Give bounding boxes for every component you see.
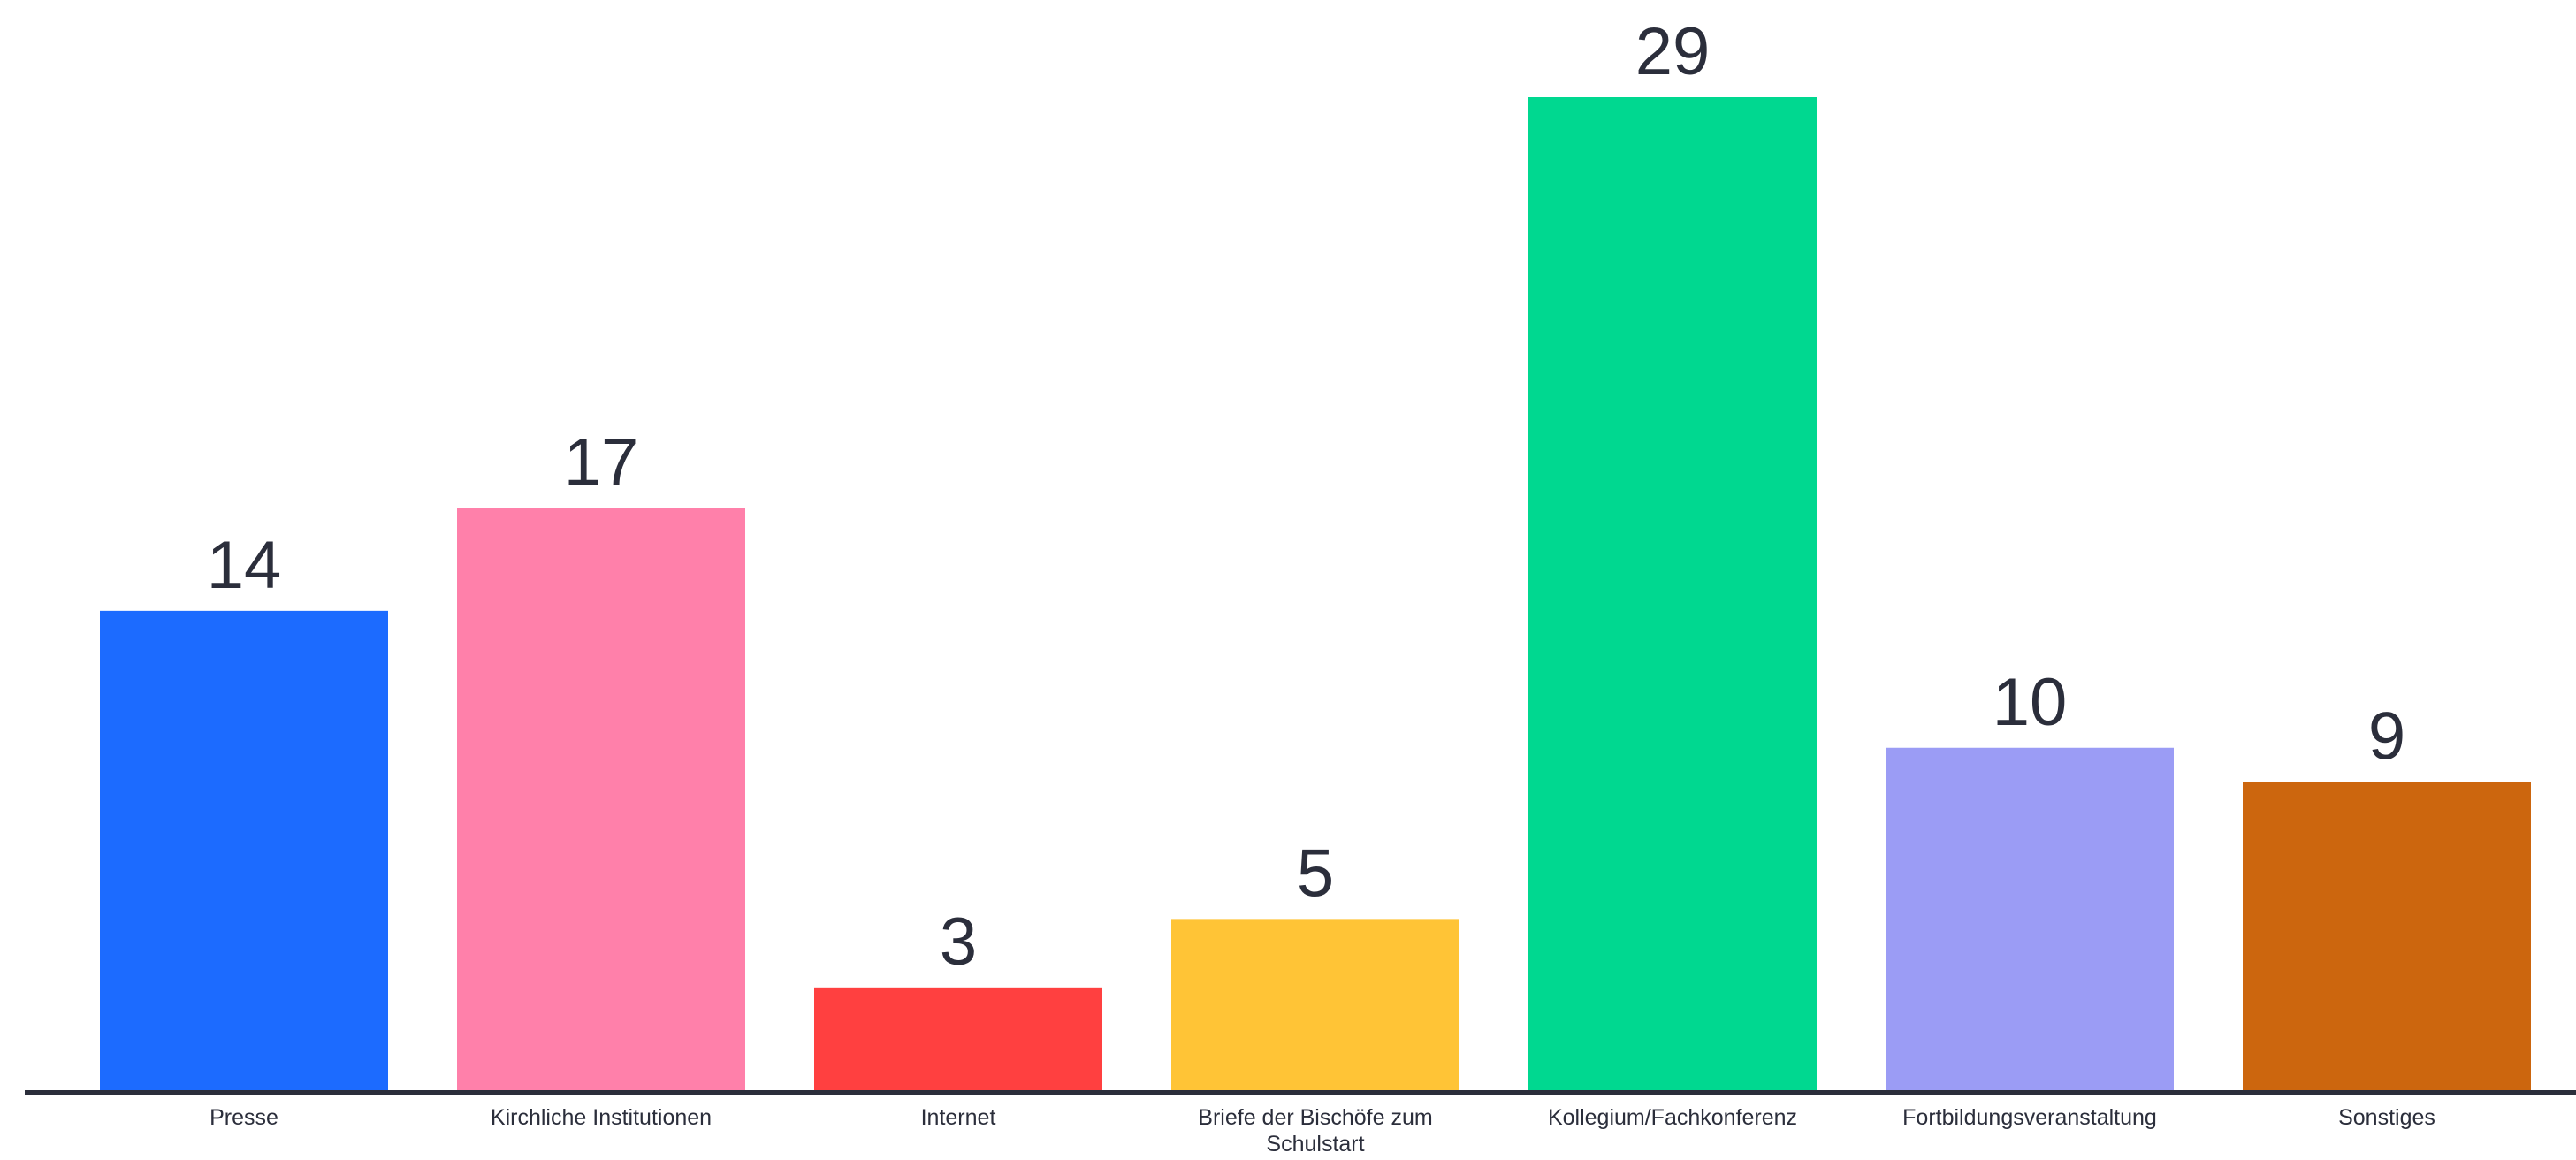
bar-value-label: 17 (564, 425, 639, 500)
x-tick-label: Fortbildungsveranstaltung (1902, 1105, 2157, 1130)
bar-value-label: 9 (2368, 698, 2405, 774)
bar-value-label: 10 (1993, 665, 2068, 740)
x-tick-label: Schulstart (1266, 1132, 1364, 1156)
bar-value-label: 5 (1297, 836, 1334, 911)
x-tick-label: Presse (210, 1105, 278, 1130)
value-labels-group: 14 17 3 5 29 10 9 (207, 14, 2405, 980)
x-tick-label: Sonstiges (2338, 1105, 2435, 1130)
bar (2243, 782, 2531, 1090)
x-tick-labels-group: Presse Kirchliche Institutionen Internet Br… (210, 1105, 2435, 1156)
bar (1171, 919, 1459, 1090)
bars-group (100, 97, 2531, 1090)
bar (1886, 747, 2174, 1090)
bar (100, 610, 388, 1090)
bar-value-label: 14 (207, 528, 282, 603)
x-tick-label: Kirchliche Institutionen (491, 1105, 712, 1130)
bar-value-label: 3 (940, 904, 977, 980)
bar (814, 987, 1102, 1090)
bar (457, 508, 745, 1090)
bar (1528, 97, 1817, 1090)
x-tick-label: Briefe der Bischöfe zum (1198, 1105, 1432, 1130)
bar-value-label: 29 (1635, 14, 1711, 89)
x-tick-label: Kollegium/Fachkonferenz (1548, 1105, 1797, 1130)
x-tick-label: Internet (921, 1105, 996, 1130)
